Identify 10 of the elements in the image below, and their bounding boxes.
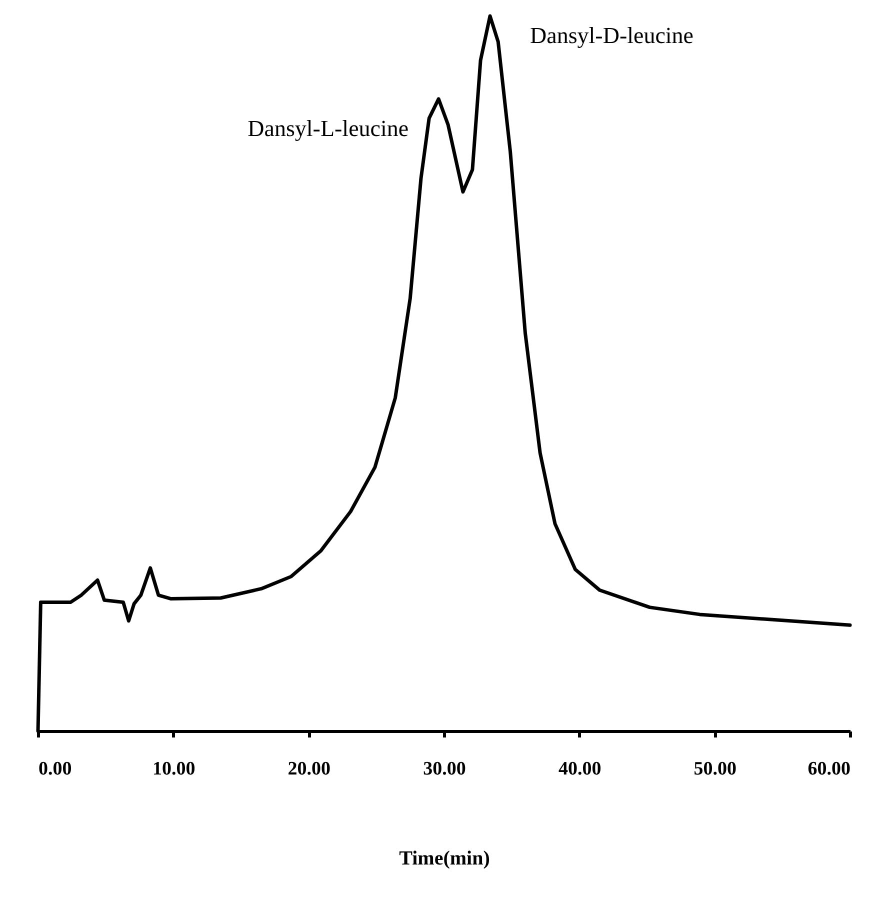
x-tick-label: 10.00 [152, 758, 196, 780]
x-tick-label: 0.00 [38, 758, 72, 780]
x-tick-label: 60.00 [808, 758, 850, 780]
x-tick-label: 40.00 [558, 758, 602, 780]
x-tick-label: 20.00 [288, 758, 331, 780]
x-tick-label: 50.00 [694, 758, 737, 780]
x-axis-title: Time(min) [399, 848, 490, 870]
annotation: Dansyl-L-leucine [248, 116, 409, 141]
x-tick-label: 30.00 [423, 758, 466, 780]
annotation: Dansyl-D-leucine [530, 23, 694, 48]
